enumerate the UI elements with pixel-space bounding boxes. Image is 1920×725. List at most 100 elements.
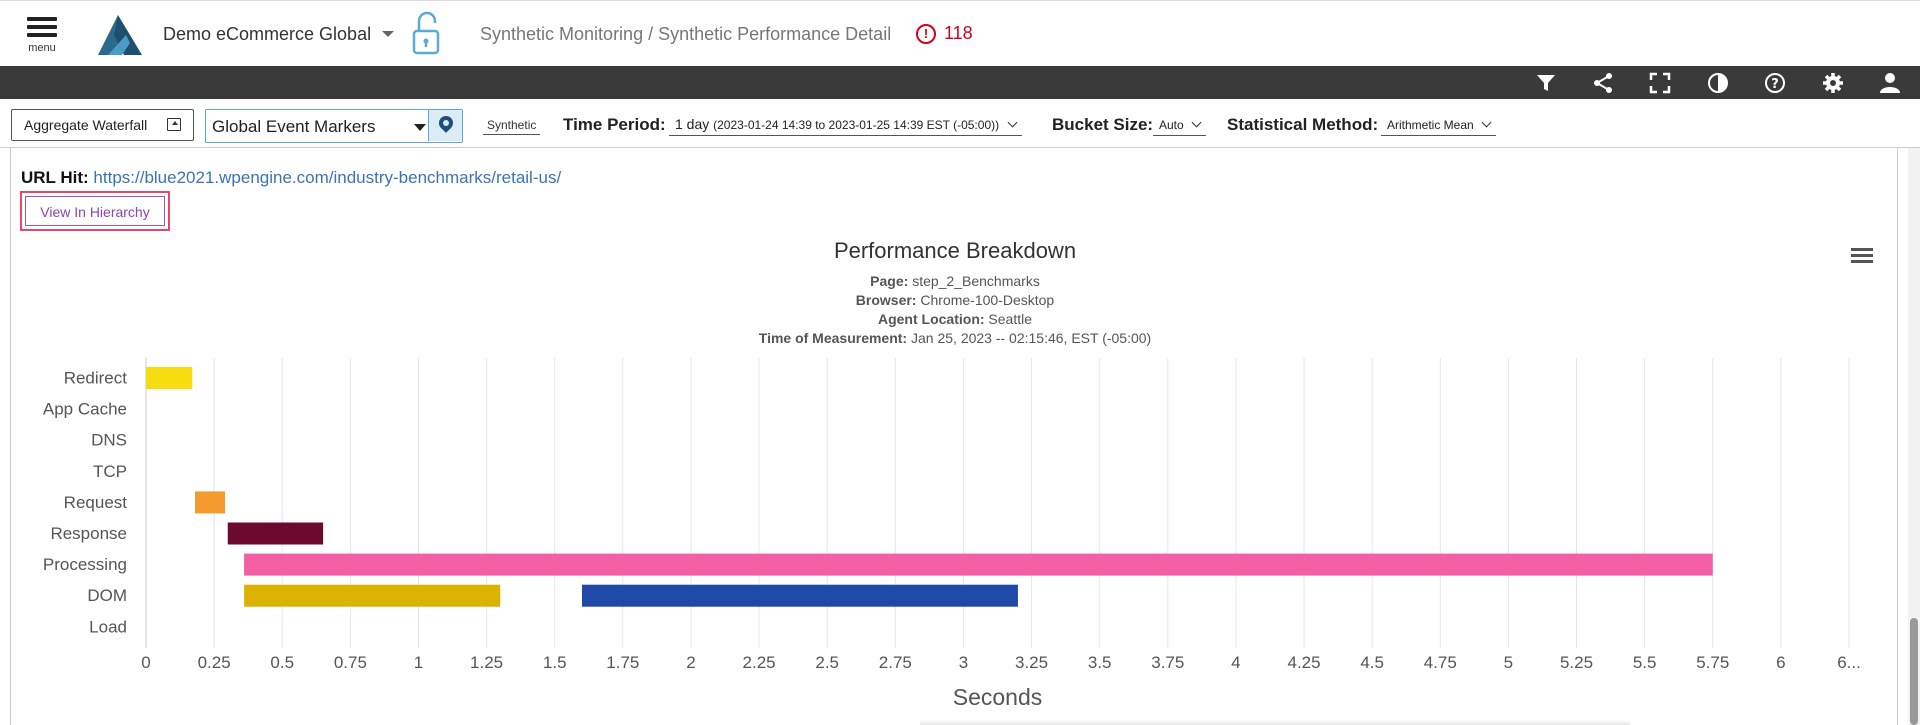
x-tick-label: 2.5 (815, 653, 839, 672)
map-pin-icon (436, 113, 456, 133)
alert-indicator[interactable]: ! 118 (916, 23, 973, 44)
bar-processing (244, 553, 1713, 576)
event-markers-select[interactable]: Global Event Markers (205, 109, 463, 143)
y-tick-label: TCP (93, 462, 127, 481)
menu-button[interactable]: menu (22, 13, 62, 61)
chevron-down-icon (1007, 117, 1018, 128)
performance-breakdown-chart: Performance Breakdown Page: step_2_Benchm… (43, 238, 1861, 710)
x-tick-label: 0.5 (270, 653, 294, 672)
subtitle-value: step_2_Benchmarks (912, 273, 1040, 289)
view-in-hierarchy-label: View In Hierarchy (25, 196, 165, 226)
statistical-method-select[interactable]: Arithmetic Mean (1381, 117, 1497, 136)
y-tick-label: App Cache (43, 400, 127, 419)
event-markers-value: Global Event Markers (212, 117, 376, 136)
svg-text:?: ? (1771, 77, 1779, 92)
subtitle-value: Seattle (988, 311, 1032, 327)
x-tick-label: 0.25 (198, 653, 231, 672)
time-period-value: 1 day (675, 116, 710, 132)
url-hit-link[interactable]: https://blue2021.wpengine.com/industry-b… (93, 168, 562, 187)
x-tick-label: 1.5 (543, 653, 567, 672)
x-tick-label: 6... (1837, 653, 1861, 672)
settings-icon[interactable] (1821, 71, 1845, 95)
aggregate-waterfall-button[interactable]: Aggregate Waterfall (11, 109, 194, 141)
subtitle-label: Agent Location: (878, 311, 988, 327)
x-tick-label: 3.5 (1088, 653, 1112, 672)
y-tick-label: Request (64, 493, 128, 512)
org-name[interactable]: Demo eCommerce Global (163, 24, 372, 44)
chart-title: Performance Breakdown (834, 238, 1076, 263)
x-tick-label: 1.25 (470, 653, 503, 672)
bar-request (195, 491, 226, 514)
x-tick-label: 1 (414, 653, 423, 672)
url-hit: URL Hit: https://blue2021.wpengine.com/i… (21, 168, 561, 188)
x-tick-label: 4.5 (1360, 653, 1384, 672)
bar-dom (244, 584, 501, 607)
share-icon[interactable] (1591, 71, 1615, 95)
chevron-down-icon (1481, 117, 1492, 128)
help-icon[interactable]: ? (1763, 71, 1787, 95)
menu-label: menu (28, 42, 56, 54)
time-period-range: (2023-01-24 14:39 to 2023-01-25 14:39 ES… (713, 118, 1000, 132)
hamburger-icon (22, 17, 62, 37)
x-tick-label: 0.75 (334, 653, 367, 672)
x-tick-label: 3.25 (1015, 653, 1048, 672)
alert-icon: ! (916, 23, 936, 44)
x-tick-label: 3 (959, 653, 968, 672)
url-hit-label: URL Hit: (21, 168, 89, 187)
y-tick-label: Response (50, 524, 127, 543)
time-period-label: Time Period: (563, 115, 666, 134)
breadcrumb: Synthetic Monitoring / Synthetic Perform… (480, 24, 892, 44)
x-tick-label: 6 (1776, 653, 1785, 672)
chart-menu-icon[interactable] (1851, 248, 1873, 266)
open-window-icon (167, 118, 181, 131)
view-in-hierarchy-button[interactable]: View In Hierarchy (20, 191, 170, 231)
bar-dom (581, 584, 1018, 607)
synthetic-select[interactable]: Synthetic (483, 118, 541, 135)
x-tick-label: 5 (1504, 653, 1513, 672)
scrollbar-thumb[interactable] (1910, 618, 1918, 725)
time-period-select[interactable]: 1 day (2023-01-24 14:39 to 2023-01-25 14… (669, 116, 1022, 136)
bucket-size-value: Auto (1159, 118, 1184, 132)
bucket-size-label: Bucket Size: (1052, 115, 1154, 134)
unlock-icon[interactable] (410, 11, 444, 57)
org-dropdown-caret-icon[interactable] (382, 31, 394, 37)
filter-toolbar: Aggregate Waterfall Global Event Markers… (0, 99, 1920, 148)
bar-response (227, 522, 324, 545)
x-tick-label: 2.75 (879, 653, 912, 672)
y-tick-label: Load (89, 617, 127, 636)
x-tick-label: 1.75 (606, 653, 639, 672)
x-tick-label: 3.75 (1151, 653, 1184, 672)
x-tick-label: 4.75 (1424, 653, 1457, 672)
bar-redirect (146, 367, 193, 389)
subtitle-value: Chrome-100-Desktop (920, 292, 1054, 308)
user-icon[interactable] (1878, 71, 1902, 95)
statistical-method-label: Statistical Method: (1227, 115, 1379, 134)
x-tick-label: 5.75 (1696, 653, 1729, 672)
y-tick-label: DOM (87, 586, 127, 605)
company-logo (98, 15, 142, 55)
x-tick-label: 4.25 (1287, 653, 1320, 672)
subtitle-value: Jan 25, 2023 -- 02:15:46, EST (-05:00) (911, 330, 1151, 346)
x-tick-label: 5.5 (1633, 653, 1657, 672)
x-tick-label: 5.25 (1560, 653, 1593, 672)
global-actions-bar: ? (0, 66, 1920, 99)
subtitle-label: Page: (870, 273, 912, 289)
caret-down-icon (414, 124, 426, 131)
contrast-icon[interactable] (1706, 71, 1730, 95)
event-marker-toggle[interactable] (428, 110, 462, 141)
performance-detail-panel: URL Hit: https://blue2021.wpengine.com/i… (10, 148, 1898, 725)
y-tick-label: Processing (43, 555, 127, 574)
bucket-size-select[interactable]: Auto (1153, 117, 1207, 136)
chevron-down-icon (1191, 117, 1202, 128)
x-tick-label: 2 (686, 653, 695, 672)
chart-subtitle-line: Time of Measurement: Jan 25, 2023 -- 02:… (759, 330, 1151, 346)
statistical-method-value: Arithmetic Mean (1387, 118, 1474, 132)
page-scrollbar[interactable] (1908, 148, 1920, 725)
alert-count: 118 (944, 23, 973, 43)
filter-icon[interactable] (1534, 71, 1558, 95)
x-tick-label: 2.25 (743, 653, 776, 672)
fullscreen-icon[interactable] (1648, 71, 1672, 95)
top-header: menu Demo eCommerce Global Synthetic Mon… (0, 0, 1920, 66)
y-tick-label: DNS (91, 431, 127, 450)
x-axis-title: Seconds (953, 684, 1043, 710)
